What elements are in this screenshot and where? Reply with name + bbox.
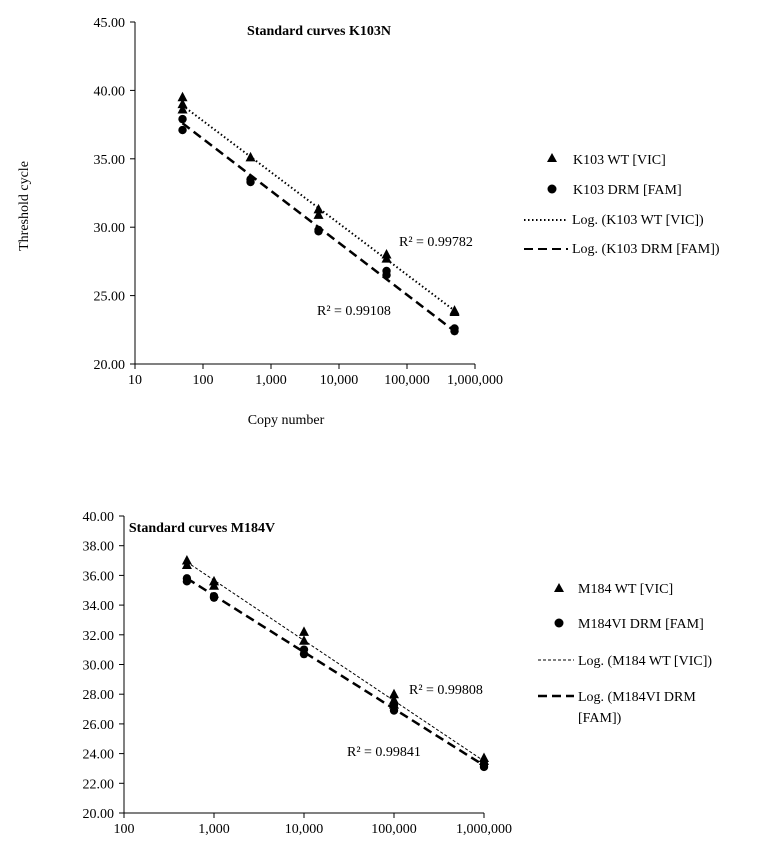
chart-k103n-legend: K103 WT [VIC] K103 DRM [FAM] Log. (K103 … bbox=[524, 153, 720, 257]
y-tick-label: 20.00 bbox=[94, 358, 126, 373]
data-point-circle bbox=[389, 706, 399, 715]
y-tick-label: 40.00 bbox=[94, 84, 126, 99]
data-point-triangle bbox=[177, 91, 188, 102]
legend-k103-wt-trend-label: Log. (K103 WT [VIC]) bbox=[572, 213, 704, 228]
chart-m184v-legend: M184 WT [VIC] M184VI DRM [FAM] Log. (M18… bbox=[538, 582, 712, 726]
x-tick-label: 10,000 bbox=[320, 373, 359, 388]
y-tick-label: 25.00 bbox=[94, 290, 126, 305]
legend-k103-wt-label: K103 WT [VIC] bbox=[573, 153, 666, 168]
legend-circle-marker bbox=[547, 184, 557, 194]
data-point-circle bbox=[182, 577, 192, 586]
data-point-triangle bbox=[177, 98, 188, 109]
data-point-triangle bbox=[381, 253, 392, 263]
y-tick-label: 26.00 bbox=[83, 718, 115, 733]
data-point-triangle bbox=[299, 635, 309, 645]
legend-m184-drm-trend-label-cont: [FAM]) bbox=[578, 711, 622, 726]
y-tick-label: 36.00 bbox=[83, 569, 115, 584]
data-point-triangle bbox=[449, 306, 460, 317]
y-tick-label: 30.00 bbox=[94, 221, 126, 236]
trendline-fine-dashed bbox=[186, 561, 485, 762]
y-tick-label: 28.00 bbox=[83, 688, 115, 703]
data-point-triangle bbox=[389, 688, 399, 699]
data-point-circle bbox=[479, 762, 489, 772]
trendline-dashed bbox=[186, 577, 485, 767]
data-point-triangle bbox=[313, 203, 324, 214]
legend-m184-drm-label: M184VI DRM [FAM] bbox=[578, 617, 704, 632]
chart-k103n-title: Standard curves K103N bbox=[247, 24, 391, 39]
data-point-triangle bbox=[177, 104, 188, 114]
legend-triangle-marker bbox=[547, 153, 557, 162]
y-tick-label: 35.00 bbox=[94, 153, 126, 168]
x-tick-label: 100,000 bbox=[384, 373, 430, 388]
x-tick-label: 100,000 bbox=[371, 822, 417, 837]
y-tick-label: 45.00 bbox=[94, 16, 126, 31]
trendline-dotted bbox=[181, 104, 456, 312]
y-tick-label: 38.00 bbox=[83, 540, 115, 555]
data-point-circle bbox=[178, 114, 187, 124]
x-tick-label: 10 bbox=[128, 373, 142, 388]
data-point-triangle bbox=[181, 559, 192, 570]
x-tick-label: 100 bbox=[193, 373, 214, 388]
x-tick-label: 100 bbox=[114, 822, 135, 837]
data-point-circle bbox=[382, 270, 391, 280]
chart-k103n: Standard curves K103N Threshold cycle Co… bbox=[17, 16, 720, 428]
x-tick-label: 1,000,000 bbox=[447, 373, 503, 388]
data-point-circle bbox=[450, 326, 459, 336]
legend-m184-drm-trend-label: Log. (M184VI DRM bbox=[578, 690, 696, 705]
x-tick-label: 1,000 bbox=[255, 373, 287, 388]
legend-m184-wt-trend-label: Log. (M184 WT [VIC]) bbox=[578, 654, 712, 669]
x-tick-label: 1,000 bbox=[198, 822, 230, 837]
data-point-circle bbox=[299, 649, 309, 659]
x-tick-label: 10,000 bbox=[285, 822, 324, 837]
x-tick-label: 1,000,000 bbox=[456, 822, 512, 837]
data-point-circle bbox=[246, 177, 255, 187]
y-tick-label: 22.00 bbox=[83, 777, 115, 792]
legend-circle-marker bbox=[554, 618, 564, 628]
y-tick-label: 20.00 bbox=[83, 807, 115, 822]
chart-m184v: Standard curves M184V M184 WT [VIC] M184… bbox=[83, 510, 713, 837]
r2-annotation-k103-drm: R² = 0.99108 bbox=[317, 304, 391, 319]
legend-m184-wt-label: M184 WT [VIC] bbox=[578, 582, 673, 597]
y-tick-label: 40.00 bbox=[83, 510, 115, 525]
data-point-triangle bbox=[245, 151, 256, 162]
r2-annotation-k103-wt: R² = 0.99782 bbox=[399, 235, 473, 250]
legend-triangle-marker bbox=[554, 583, 564, 592]
data-point-circle bbox=[178, 125, 187, 135]
r2-annotation-m184-wt: R² = 0.99808 bbox=[409, 683, 483, 698]
r2-annotation-m184-drm: R² = 0.99841 bbox=[347, 745, 421, 760]
data-point-triangle bbox=[299, 626, 309, 636]
data-point-circle bbox=[389, 700, 399, 709]
chart-m184v-title: Standard curves M184V bbox=[129, 521, 275, 536]
y-tick-label: 32.00 bbox=[83, 629, 115, 644]
chart-k103n-ylabel: Threshold cycle bbox=[17, 161, 32, 251]
data-point-triangle bbox=[313, 209, 324, 219]
y-tick-label: 34.00 bbox=[83, 599, 115, 614]
data-point-circle bbox=[209, 593, 219, 602]
legend-k103-drm-trend-label: Log. (K103 DRM [FAM]) bbox=[572, 242, 720, 257]
y-tick-label: 24.00 bbox=[83, 748, 115, 763]
y-tick-label: 30.00 bbox=[83, 659, 115, 674]
data-point-triangle bbox=[209, 580, 219, 590]
chart-k103n-xlabel: Copy number bbox=[248, 413, 325, 428]
legend-k103-drm-label: K103 DRM [FAM] bbox=[573, 183, 682, 198]
data-point-circle bbox=[314, 227, 323, 236]
